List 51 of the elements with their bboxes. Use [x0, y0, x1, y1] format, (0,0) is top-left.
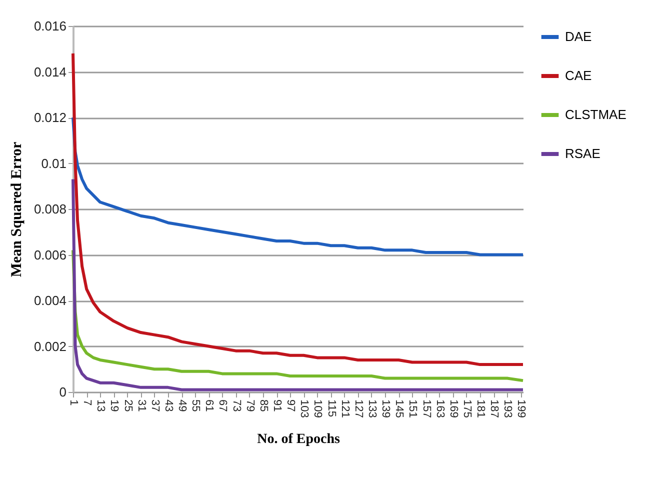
x-tick-label: 151: [406, 400, 419, 418]
x-tick-label: 193: [502, 400, 514, 418]
x-tick-label: 1: [68, 400, 80, 406]
y-axis-title: Mean Squared Error: [8, 142, 25, 278]
x-tick-label: 169: [447, 400, 460, 418]
x-tick-label: 67: [216, 400, 229, 412]
y-tick-label: 0.004: [34, 293, 66, 308]
x-tick-label: 115: [325, 400, 338, 418]
x-tick-label: 127: [352, 400, 364, 418]
x-tick-label: 91: [271, 400, 284, 412]
line-series: [72, 116, 524, 256]
x-tick-label: 49: [176, 400, 188, 412]
legend-label: RSAE: [565, 146, 601, 161]
line-series: [72, 52, 524, 366]
x-tick-label: 109: [312, 400, 324, 418]
legend-label: CAE: [565, 68, 592, 83]
y-tick-label: 0: [59, 384, 66, 400]
y-tick-label: 0.008: [34, 202, 66, 216]
x-tick-label: 13: [94, 400, 107, 412]
x-tick-label: 187: [488, 400, 500, 418]
x-tick-label: 73: [230, 400, 242, 412]
x-tick-label: 37: [148, 400, 161, 412]
y-tick-label: 0.012: [34, 110, 66, 125]
x-tick-label: 103: [298, 400, 310, 418]
legend-label: CLSTMAE: [565, 107, 627, 122]
y-tick-label: 0.016: [34, 18, 66, 34]
x-tick-label: 157: [420, 400, 432, 418]
x-tick-label: 139: [380, 400, 392, 418]
y-tick-label: 0.006: [34, 247, 66, 262]
x-tick-label: 133: [366, 400, 378, 418]
x-tick-label: 121: [338, 400, 351, 418]
y-tick-label: 0.002: [34, 338, 66, 354]
x-tick-label: 31: [135, 400, 148, 412]
x-tick-label: 55: [190, 400, 202, 412]
x-tick-label: 61: [203, 400, 216, 412]
x-tick-label: 163: [434, 400, 446, 418]
y-tick-label: 0.01: [41, 156, 66, 171]
x-tick-label: 199: [515, 400, 528, 418]
x-tick-label: 25: [122, 400, 134, 412]
x-tick-label: 7: [81, 400, 94, 406]
x-tick-label: 181: [474, 400, 487, 418]
x-tick-label: 43: [162, 400, 174, 412]
x-tick-label: 79: [244, 400, 256, 412]
x-tick-label: 19: [108, 400, 120, 412]
x-tick-label: 85: [257, 400, 270, 412]
legend-label: DAE: [565, 29, 592, 44]
x-tick-label: 145: [393, 400, 406, 418]
x-tick-label: 175: [460, 400, 473, 418]
x-axis-title: No. of Epochs: [257, 432, 340, 447]
y-tick-label: 0.014: [34, 64, 66, 80]
x-tick-label: 97: [284, 400, 297, 412]
